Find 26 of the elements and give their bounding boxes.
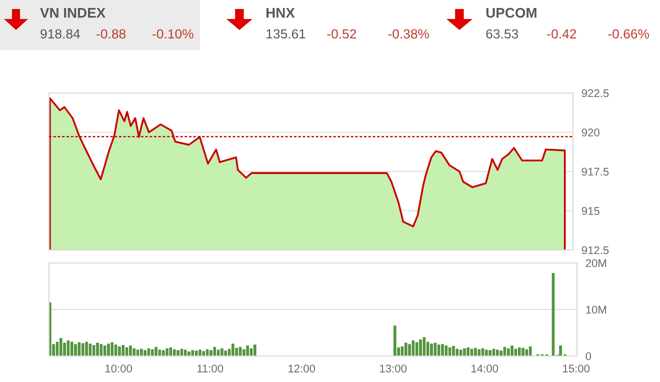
text: HNX xyxy=(266,8,295,18)
y-tick-label: 922.5 xyxy=(582,89,609,98)
y-tick-label: 20M xyxy=(586,259,606,268)
text: -0.10% xyxy=(152,29,194,39)
text: VN INDEX xyxy=(40,8,106,18)
y-tick-label: 920 xyxy=(582,128,600,136)
text: -0.38% xyxy=(388,29,430,39)
x-tick-label: 12:00 xyxy=(288,364,316,372)
y-tick-label: 10M xyxy=(586,306,606,314)
y-tick-label: 0 xyxy=(586,352,592,360)
y-tick-label: 915 xyxy=(582,207,600,215)
text: -0.52 xyxy=(327,29,356,39)
text: 135.61 xyxy=(266,29,306,39)
x-tick-label: 13:00 xyxy=(380,364,407,372)
text: -0.66% xyxy=(608,29,650,39)
text: 63.53 xyxy=(486,29,518,39)
text: 918.84 xyxy=(40,29,80,39)
text: -0.42 xyxy=(547,29,576,39)
y-tick-label: 912.5 xyxy=(582,246,609,254)
x-tick-label: 15:00 xyxy=(563,364,590,372)
text: -0.88 xyxy=(96,29,126,39)
y-tick-label: 917.5 xyxy=(582,168,609,176)
text: UPCOM xyxy=(486,8,536,18)
x-tick-label: 10:00 xyxy=(105,364,132,372)
x-tick-label: 11:00 xyxy=(197,364,224,372)
x-tick-label: 14:00 xyxy=(472,364,498,372)
